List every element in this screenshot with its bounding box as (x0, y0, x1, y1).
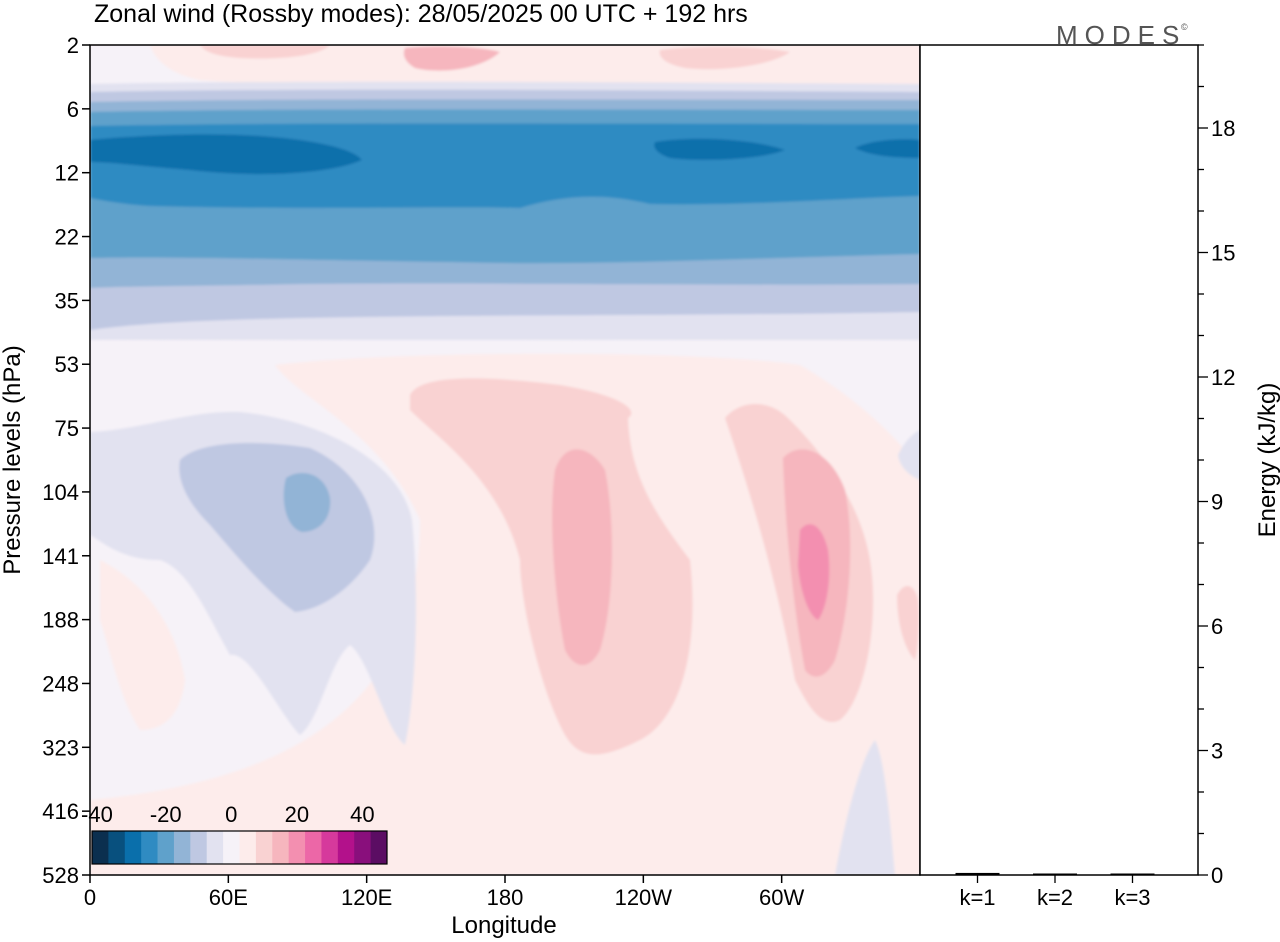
energy-panel-frame (919, 44, 1199, 876)
colorbar-swatch (157, 831, 175, 864)
wind-contour-plot (90, 45, 920, 875)
colorbar-tick-label: 0 (225, 802, 237, 827)
energy-tick-label: 18 (1211, 116, 1235, 141)
contour-region (410, 378, 693, 755)
energy-bars: k=1 k=2 k=3 (955, 872, 1155, 910)
contour-region (798, 524, 830, 620)
colorbar-swatch (272, 831, 290, 864)
energy-bar-k1 (955, 872, 1000, 875)
y-tick-label: 416 (42, 799, 79, 824)
energy-tick-label: 9 (1211, 490, 1223, 515)
contour-region (659, 46, 790, 70)
pressure-axis: 2 6 12 22 35 53 75 104 141 188 248 323 416 528 (42, 33, 90, 888)
x-tick-label: 120W (615, 885, 673, 910)
colorbar-tick-label: 40 (350, 802, 374, 827)
y-tick-label: 12 (55, 161, 79, 186)
energy-category-label: k=2 (1037, 885, 1073, 910)
energy-tick-label: 0 (1211, 863, 1223, 888)
contour-region (403, 46, 500, 71)
contour-region (898, 430, 920, 480)
x-tick-label: 60E (209, 885, 248, 910)
y-tick-label: 2 (67, 33, 79, 58)
longitude-axis: 0 60E 120E 180 120W 60W (84, 875, 805, 910)
y-tick-label: 188 (42, 608, 79, 633)
x-tick-label: 180 (487, 885, 524, 910)
energy-axis: 0 3 6 9 12 15 18 (1198, 44, 1235, 888)
colorbar-swatch (108, 831, 126, 864)
contour-region (855, 139, 920, 158)
energy-tick-label: 15 (1211, 241, 1235, 266)
energy-category-label: k=1 (959, 885, 995, 910)
energy-bar-k3 (1110, 873, 1155, 875)
energy-tick-label: 12 (1211, 365, 1235, 390)
energy-tick-label: 3 (1211, 739, 1223, 764)
contour-region (283, 472, 331, 532)
y-tick-label: 528 (42, 863, 79, 888)
colorbar-swatch (370, 831, 388, 864)
contour-region (200, 45, 330, 59)
contour-region (179, 443, 375, 612)
colorbar-swatch (354, 831, 372, 864)
contour-region (552, 449, 612, 665)
colorbar-swatch (124, 831, 142, 864)
colorbar-swatch (305, 831, 322, 864)
colorbar-frame (91, 830, 388, 865)
y-tick-label: 53 (55, 352, 79, 377)
colorbar-swatch (321, 831, 339, 864)
colorbar-swatch (92, 831, 109, 864)
colorbar-tick-label: -40 (81, 802, 113, 827)
y-tick-label: 35 (55, 288, 79, 313)
colorbar-legend: -40 -20 0 20 40 (81, 802, 388, 865)
x-tick-label: 0 (84, 885, 96, 910)
y-tick-label: 6 (67, 97, 79, 122)
colorbar-swatch (288, 831, 306, 864)
y-tick-label: 22 (55, 225, 79, 250)
contour-region (90, 353, 920, 875)
colorbar-tick-label: -20 (150, 802, 182, 827)
contour-region (897, 585, 919, 660)
x-tick-label: 120E (341, 885, 392, 910)
contour-region (654, 138, 785, 160)
colorbar-swatch (206, 831, 224, 864)
colorbar-swatch (141, 831, 158, 864)
colorbar-swatch (337, 831, 355, 864)
energy-bar-k2 (1033, 873, 1077, 875)
colorbar-swatch (223, 831, 240, 864)
chart-title: Zonal wind (Rossby modes): 28/05/2025 00… (94, 0, 748, 28)
colorbar-swatch (255, 831, 273, 864)
energy-category-label: k=3 (1114, 885, 1150, 910)
colorbar-swatch (190, 831, 208, 864)
energy-axis-label: Energy (kJ/kg) (1254, 383, 1280, 538)
y-axis-label: Pressure levels (hPa) (0, 345, 26, 574)
contour-region (835, 740, 895, 875)
y-tick-label: 141 (42, 544, 79, 569)
x-axis-label: Longitude (451, 912, 556, 939)
colorbar-tick-label: 20 (285, 802, 309, 827)
contour-region (100, 560, 185, 730)
y-tick-label: 75 (55, 416, 79, 441)
energy-tick-label: 6 (1211, 614, 1223, 639)
colorbar-swatch (173, 831, 191, 864)
contour-region (90, 134, 362, 175)
colorbar-swatch (239, 831, 257, 864)
y-tick-label: 323 (42, 735, 79, 760)
y-tick-label: 248 (42, 671, 79, 696)
x-tick-label: 60W (759, 885, 804, 910)
y-tick-label: 104 (42, 480, 79, 505)
brand-mark: © (1181, 22, 1188, 32)
